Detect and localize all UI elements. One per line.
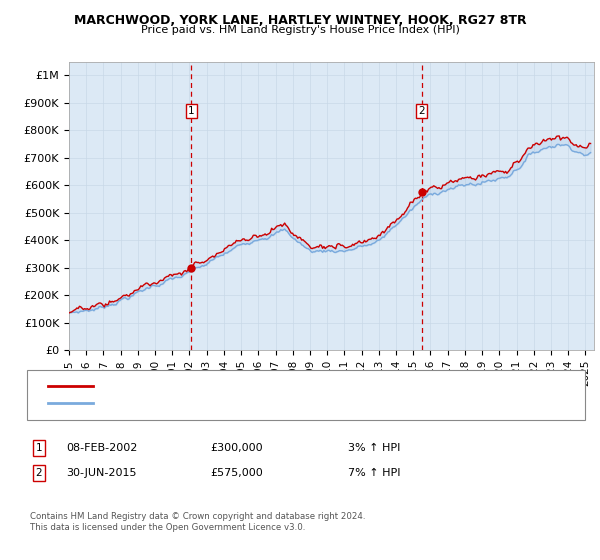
Text: HPI: Average price, detached house, Hart: HPI: Average price, detached house, Hart	[99, 398, 301, 408]
Text: 1: 1	[188, 106, 194, 116]
Text: MARCHWOOD, YORK LANE, HARTLEY WINTNEY, HOOK, RG27 8TR: MARCHWOOD, YORK LANE, HARTLEY WINTNEY, H…	[74, 14, 526, 27]
Text: 2: 2	[419, 106, 425, 116]
Text: 7% ↑ HPI: 7% ↑ HPI	[348, 468, 401, 478]
Text: £300,000: £300,000	[210, 443, 263, 453]
Text: £575,000: £575,000	[210, 468, 263, 478]
Text: 3% ↑ HPI: 3% ↑ HPI	[348, 443, 400, 453]
Text: MARCHWOOD, YORK LANE, HARTLEY WINTNEY, HOOK, RG27 8TR (detached house): MARCHWOOD, YORK LANE, HARTLEY WINTNEY, H…	[99, 381, 506, 391]
Text: 08-FEB-2002: 08-FEB-2002	[66, 443, 137, 453]
Text: 30-JUN-2015: 30-JUN-2015	[66, 468, 137, 478]
Text: 2: 2	[35, 468, 43, 478]
Text: Contains HM Land Registry data © Crown copyright and database right 2024.
This d: Contains HM Land Registry data © Crown c…	[30, 512, 365, 532]
Text: Price paid vs. HM Land Registry's House Price Index (HPI): Price paid vs. HM Land Registry's House …	[140, 25, 460, 35]
Text: 1: 1	[35, 443, 43, 453]
